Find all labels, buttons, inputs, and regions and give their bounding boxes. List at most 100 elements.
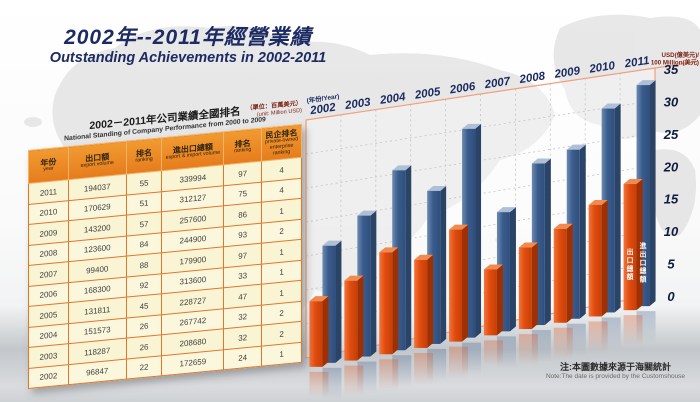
export-bar [553, 228, 567, 323]
year-label: 2006 [448, 81, 477, 97]
year-cell: 2002 [28, 364, 69, 389]
bar-series-label-char: 口 [640, 259, 647, 267]
bar-series-label-char: 出 [640, 249, 647, 258]
export-bar-reflection [449, 346, 469, 379]
year-label: 2004 [378, 91, 407, 107]
map-island [24, 117, 42, 127]
y-axis-tick-label: 20 [663, 159, 679, 174]
year-label: 2009 [553, 65, 582, 81]
export-bar-reflection [553, 327, 573, 360]
export-bar-top [449, 224, 469, 230]
y-axis-tick-label: 30 [664, 94, 679, 109]
export-bar-side [566, 223, 573, 323]
column-header: 民企排名 private-owned enterprise ranking [261, 124, 302, 162]
export-bar-side [496, 264, 503, 336]
export-bar-side [322, 296, 329, 367]
map-north-america [553, 14, 700, 139]
export-bar-reflection [414, 352, 434, 385]
total-bar-side [370, 210, 377, 357]
total-bar-top [496, 207, 516, 213]
year-label: 2005 [413, 86, 442, 102]
export-bar-top [483, 264, 503, 270]
bar-series-label-char: 口 [627, 256, 634, 264]
page-title-zh: 2002年--2011年經營業績 [64, 26, 312, 49]
export-bar [588, 204, 602, 317]
export-bar [379, 252, 393, 355]
total-bar-side [475, 123, 482, 338]
total-bar-side [579, 144, 586, 319]
map-south-america [650, 149, 696, 236]
year-label: 2010 [588, 60, 617, 76]
column-header: 排名 ranking [223, 128, 262, 166]
total-bar-top [322, 240, 342, 246]
export-bar-reflection [588, 321, 608, 354]
export-bar-side [636, 179, 643, 311]
column-header: 年份 year [28, 146, 69, 184]
export-bar-side [357, 275, 364, 361]
y-axis-tick-label: 15 [664, 192, 679, 207]
chart-note: 注:本圖數據來源于海關統計 Note:The date is provided … [513, 362, 700, 381]
export-bar-top [309, 296, 329, 302]
export-bar-reflection [483, 340, 503, 366]
year-label: 2007 [483, 76, 512, 92]
export-bar-side [601, 199, 608, 317]
export-bar [449, 229, 463, 342]
total-bar-side [405, 165, 412, 351]
export-bar [344, 280, 358, 361]
export-bar-reflection [623, 315, 643, 348]
export-bar-side [462, 224, 469, 342]
export-bar [623, 184, 637, 311]
export-bar-top [623, 179, 643, 185]
export-bar [518, 247, 532, 330]
ranking-table: 年份 year 出口額 export volume 排名 ranking 進出口總額 expo… [28, 124, 302, 390]
value-cell: 1 [261, 342, 302, 367]
export-bar-reflection [309, 371, 329, 397]
total-bar-side [440, 185, 447, 344]
export-bar [309, 301, 323, 367]
year-label: 2002 [308, 102, 337, 118]
export-bar-side [427, 254, 434, 348]
chart-note-en: Note:The date is provided by the Customs… [545, 372, 686, 380]
export-bar-side [531, 242, 538, 330]
total-bar-top [531, 158, 551, 164]
chart-frame-extension [654, 60, 699, 69]
title-block: 2002年--2011年經營業績 Outstanding Achievement… [48, 26, 328, 68]
y-axis-tick-label: 10 [664, 224, 679, 239]
total-bar-top [357, 210, 377, 216]
total-bar-side [649, 80, 656, 307]
y-axis-tick-label: 5 [667, 257, 675, 272]
total-bar-top [427, 185, 447, 191]
total-bar-top [566, 144, 586, 150]
chart-note-zh: 注:本圖數據來源于海關統計 [560, 362, 671, 372]
year-label: 2008 [518, 70, 547, 86]
total-bar-side [614, 103, 621, 313]
y-axis-unit-line2: 100 Million(美元) [651, 59, 699, 67]
y-axis-tick-label: 0 [667, 289, 675, 304]
total-bar-top [636, 80, 656, 86]
total-bar-side [509, 207, 516, 332]
bar-series-label-char: 出 [627, 247, 634, 256]
total-bar-top [392, 165, 412, 171]
export-bar-side [392, 247, 399, 355]
year-label: 2003 [343, 96, 372, 112]
total-bar-side [335, 240, 342, 363]
y-axis-tick-label: 35 [664, 62, 679, 77]
export-bar-reflection [379, 359, 399, 392]
export-bar-top [518, 242, 538, 248]
export-bar-top [414, 254, 434, 260]
export-bar-top [379, 247, 399, 253]
page-title-en: Outstanding Achievements in 2002-2011 [49, 50, 327, 67]
value-cell: 22 [126, 355, 162, 380]
bar-series-label-char: 額 [627, 272, 634, 281]
total-bar-top [601, 103, 621, 109]
y-axis-unit-line1: USD(億美元)/ [662, 51, 700, 59]
bar-series-label-char: 總 [627, 264, 634, 273]
export-bar-top [344, 275, 364, 281]
y-axis-tick-label: 25 [663, 127, 679, 142]
bar-series-label-char: 額 [640, 274, 647, 283]
export-bar [414, 259, 428, 348]
bar-series-label-char: 總 [640, 266, 647, 275]
export-bar-top [588, 199, 608, 205]
